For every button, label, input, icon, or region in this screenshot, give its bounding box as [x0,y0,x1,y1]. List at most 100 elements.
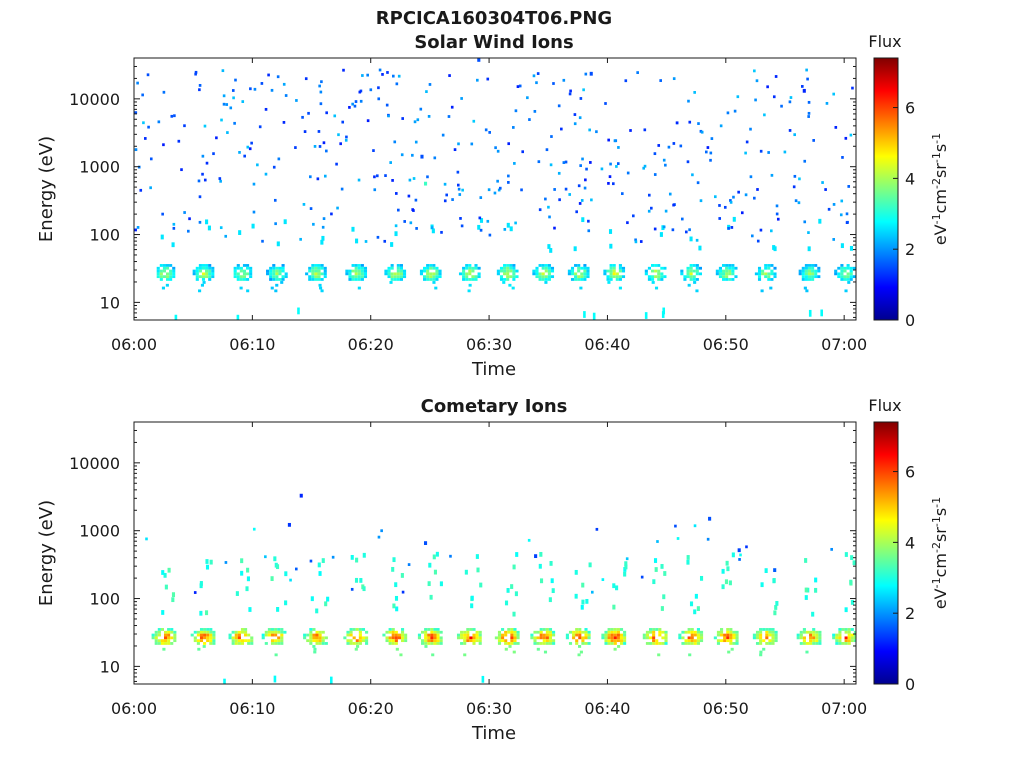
flux-cell [654,286,659,290]
flux-cell [411,208,414,212]
flux-cell [393,278,397,281]
flux-cell [149,186,152,190]
flux-cell [846,264,850,267]
flux-cell [610,628,614,631]
x-tick-label: 06:00 [111,699,157,718]
flux-cell [577,264,581,267]
flux-cell [281,266,285,270]
flux-cell [815,630,819,634]
flux-cell [812,642,816,645]
flux-cell [839,213,843,217]
flux-cell [642,166,645,170]
flux-cell [616,628,620,631]
flux-cell [427,642,431,645]
flux-cell [211,266,215,270]
flux-cell [580,604,584,610]
flux-cell [609,272,613,276]
flux-cell [763,113,766,117]
colorbar-title: Flux [868,396,901,415]
flux-cell [838,639,842,643]
flux-cell [317,562,321,568]
flux-cell [684,630,688,634]
flux-cell [503,264,507,267]
flux-cell [360,272,364,276]
flux-cell [503,266,507,270]
flux-cell [570,269,575,273]
flux-cell [849,579,853,585]
flux-cell [362,552,366,558]
flux-cell [616,639,620,643]
flux-cell [613,647,617,651]
flux-cell [607,281,611,284]
flux-cell [794,199,798,203]
flux-cell [768,628,772,631]
flux-cell [542,633,546,637]
flux-cell [324,642,328,645]
flux-cell [396,264,400,267]
flux-cell [390,242,394,247]
flux-cell [506,222,510,228]
flux-cell [465,275,469,279]
flux-cell [312,222,315,226]
flux-cell [277,630,281,634]
flux-cell [201,272,206,276]
flux-cell [349,642,353,645]
flux-cell [583,266,587,270]
flux-cell [769,286,773,290]
flux-cell [536,630,540,634]
flux-cell [233,121,236,125]
flux-cell [849,266,853,270]
flux-cell [319,102,323,106]
flux-cell [425,90,428,94]
flux-cell [680,269,684,273]
flux-cell [351,102,354,106]
flux-cell [544,281,548,284]
flux-cell [423,181,428,186]
flux-cell [274,222,277,226]
flux-cell [827,207,831,211]
flux-cell [805,289,809,293]
x-tick-label: 06:20 [348,335,394,354]
flux-cell [358,628,362,631]
flux-cell [573,246,577,252]
flux-cell [818,639,822,643]
flux-cell [198,269,202,273]
flux-cell [233,266,237,270]
flux-cell [773,246,777,252]
flux-cell [272,266,276,270]
flux-cell [315,608,319,614]
flux-cell [312,636,316,640]
flux-cell [313,145,317,148]
flux-cell [209,633,213,637]
flux-cell [438,272,442,276]
flux-cell [426,175,429,179]
flux-cell [770,272,774,276]
flux-cell [759,636,763,640]
flux-cell [272,264,276,267]
flux-cell [392,74,395,78]
flux-cell [237,642,241,645]
flux-cell [299,237,302,241]
flux-cell [853,636,856,640]
flux-cell [535,81,538,85]
flux-cell [231,630,235,634]
flux-cell [252,527,256,531]
flux-cell [188,217,191,221]
flux-cell [613,139,617,143]
flux-cell [167,628,171,631]
flux-cell [234,630,238,634]
flux-cell [195,266,199,270]
flux-cell [261,636,265,640]
flux-cell [811,275,815,279]
flux-cell [652,633,656,637]
flux-cell [539,642,543,645]
flux-cell [477,272,481,276]
flux-cell [607,630,611,634]
flux-cell [760,289,764,293]
flux-cell [724,579,729,585]
flux-cell [253,87,257,91]
flux-cell [811,278,815,281]
flux-cell [843,266,847,270]
flux-cell [847,636,851,640]
flux-cell [315,633,319,637]
